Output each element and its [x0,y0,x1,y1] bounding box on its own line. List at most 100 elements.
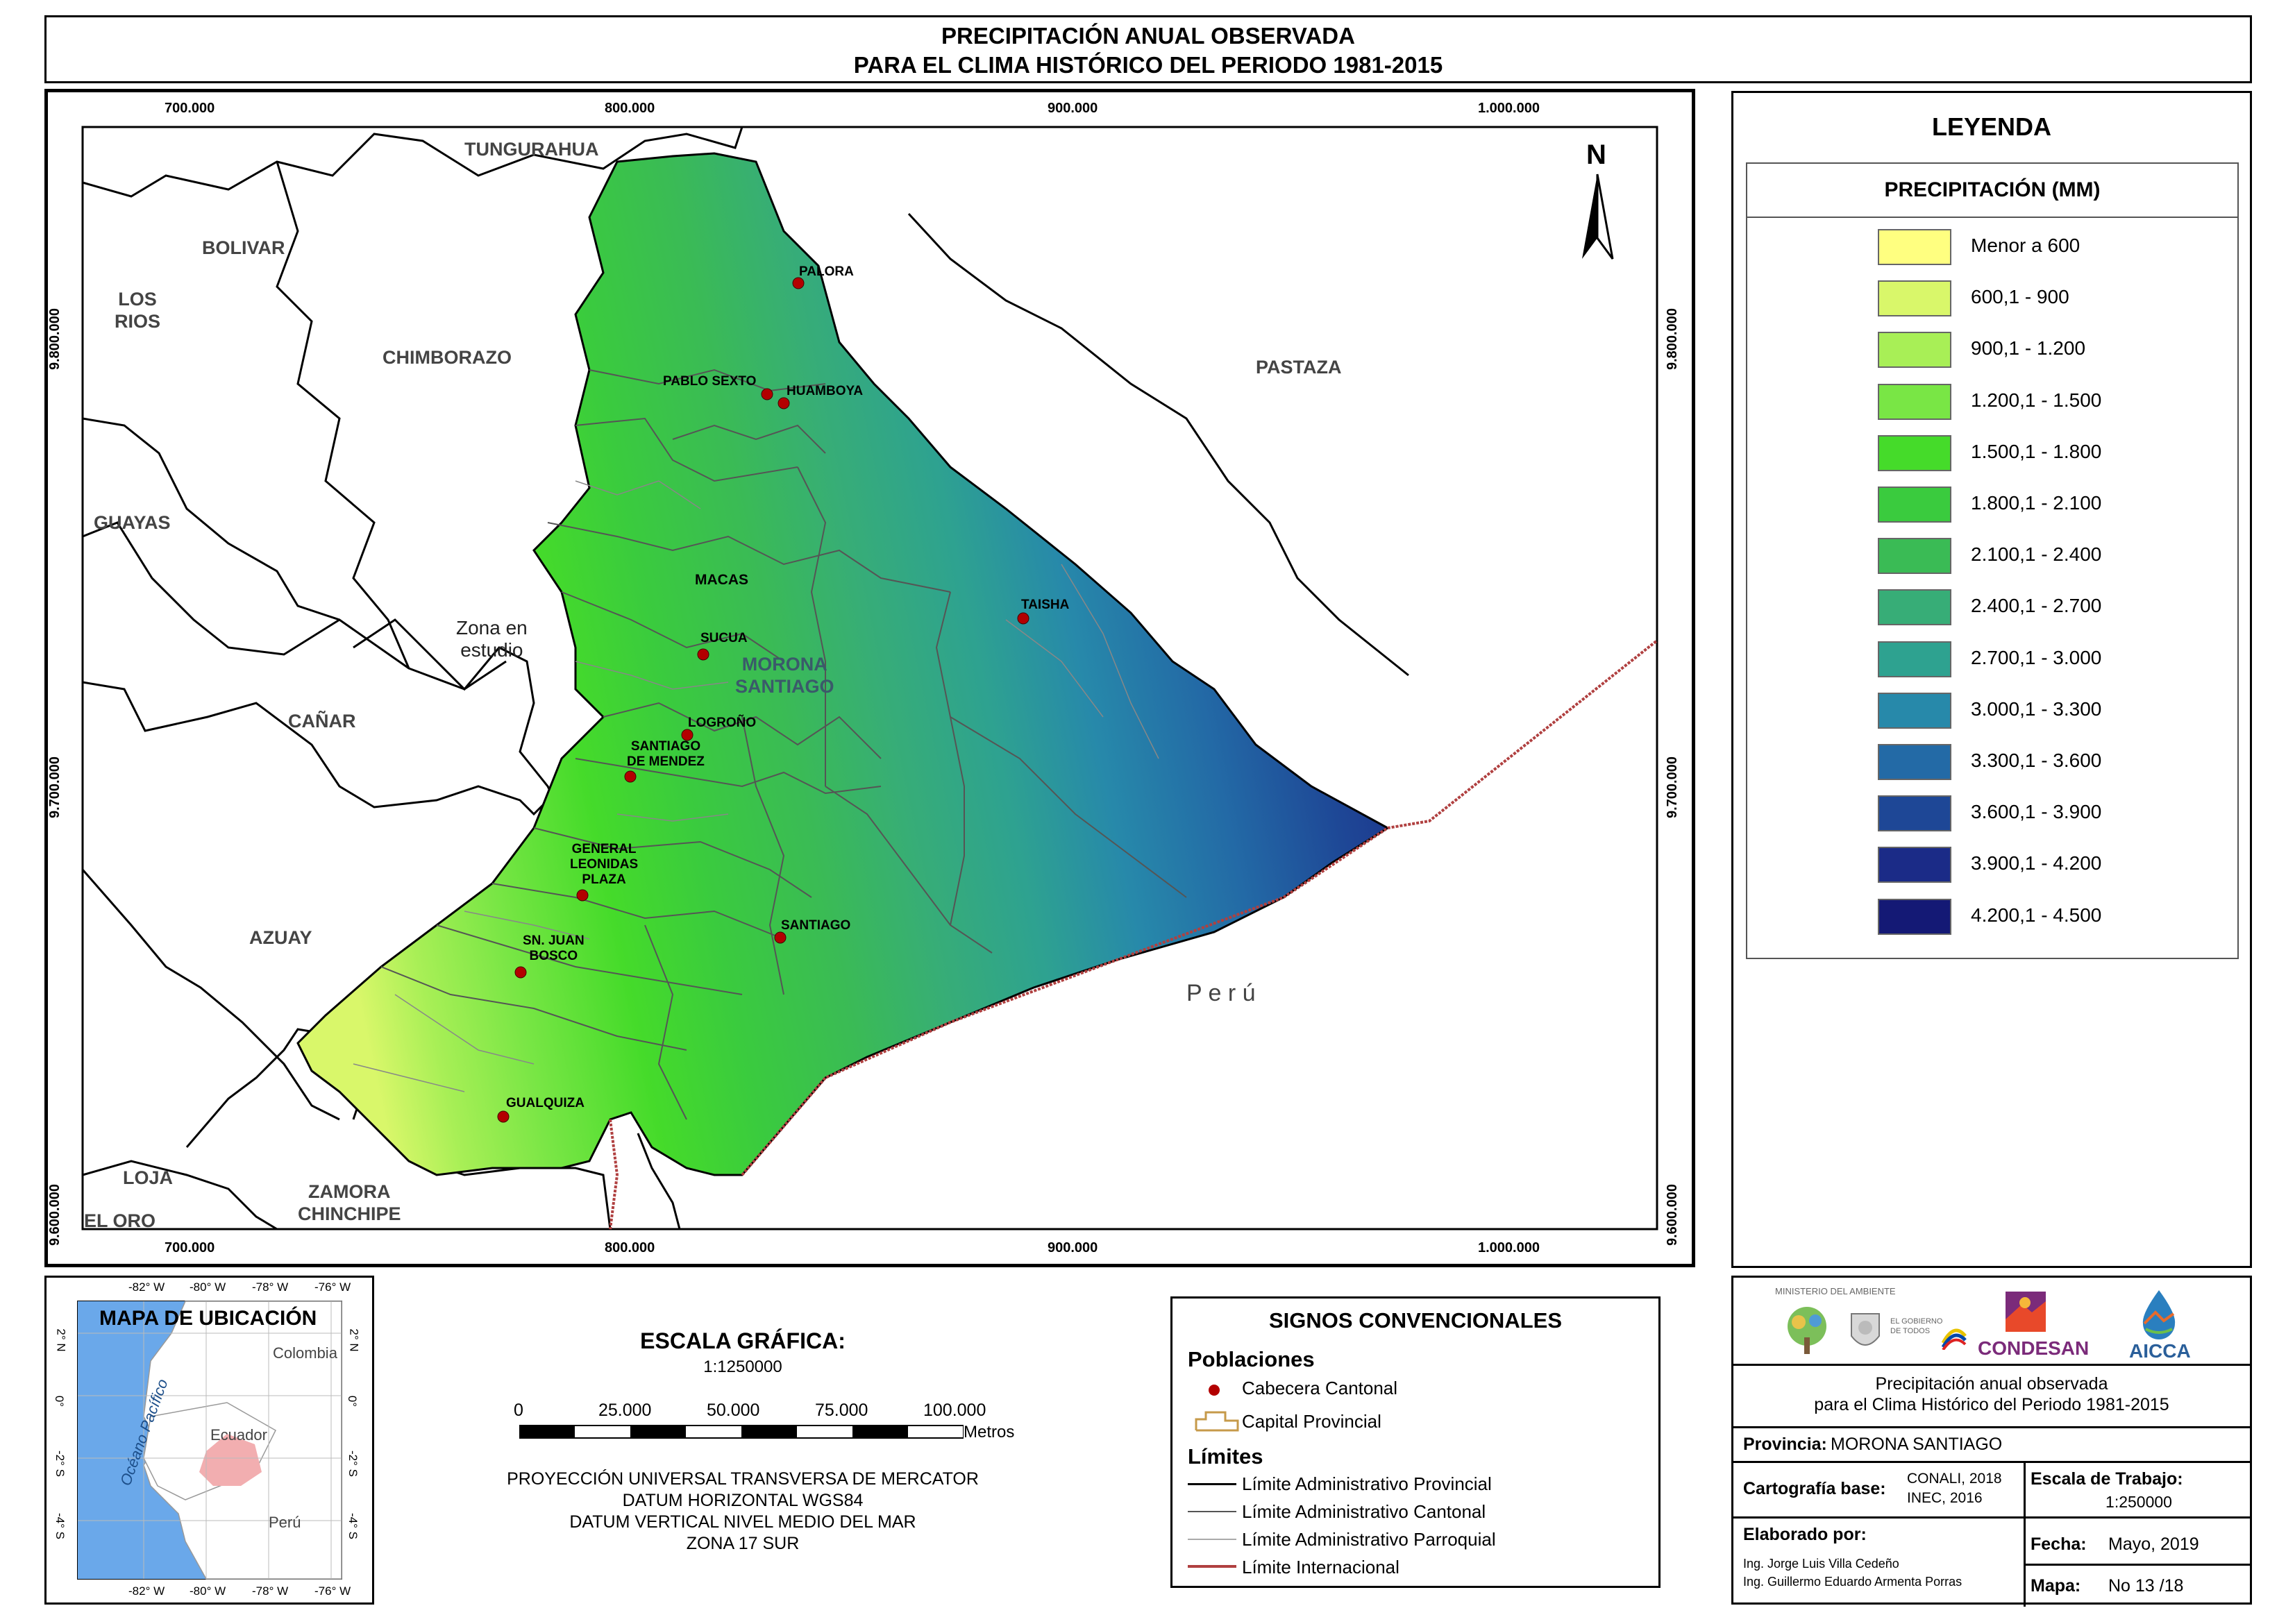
aicca-logo-icon [2142,1290,2176,1339]
legend-row: 600,1 - 900 [1747,273,2237,325]
legend-label: 1.500,1 - 1.800 [1971,440,2102,462]
legend-header: PRECIPITACIÓN (MM) [1747,164,2237,218]
legend-row: Menor a 600 [1747,222,2237,273]
town-dot [576,889,589,902]
provincia-value: MORONA SANTIAGO [1831,1435,2003,1454]
legend-swatch [1878,898,1951,935]
label-loja: LOJA [123,1167,174,1188]
label-pablo-sexto: PABLO SEXTO [663,374,757,389]
legend-panel: LEYENDA PRECIPITACIÓN (MM) Menor a 600 60… [1731,91,2252,1268]
legend-label: 2.400,1 - 2.700 [1971,595,2102,617]
map-canvas [81,126,1658,1230]
legend-swatch [1878,847,1951,883]
north-arrow-icon [1582,174,1614,260]
lat-tick-right: 0° [346,1395,360,1407]
lat-tick: -4° S [53,1513,67,1539]
legend-swatch [1878,383,1951,420]
x-tick-top: 700.000 [165,101,215,116]
main-map[interactable]: 700.000 800.000 900.000 1.000.000 700.00… [44,89,1695,1267]
divider [1733,1516,2250,1519]
legend-row: 3.000,1 - 3.300 [1747,686,2237,737]
autor: Ing. Guillermo Eduardo Armenta Porras [1743,1575,1962,1589]
lon-tick-bottom: -80° W [190,1584,226,1598]
legend-row: 3.900,1 - 4.200 [1747,840,2237,891]
label-pastaza: PASTAZA [1256,357,1342,378]
town-dot [761,388,773,400]
legend-label: 3.000,1 - 3.300 [1971,697,2102,720]
projection-line: ZONA 17 SUR [686,1534,800,1553]
legend-row: 4.200,1 - 4.500 [1747,892,2237,943]
scale-section: ESCALA GRÁFICA: 1:1250000 0 25.000 50.00… [486,1319,1014,1568]
escala-label: Escala de Trabajo: [2031,1469,2183,1489]
y-tick-right: 9.600.000 [1664,1184,1680,1246]
location-map[interactable]: MAPA DE UBICACIÓN -82° W -80° W -78° W -… [44,1276,374,1605]
study-area-highlight [199,1434,262,1486]
aicca-text: AICCA [2129,1340,2191,1362]
cartografia-value: INEC, 2016 [1907,1490,1983,1506]
mapa-label: Mapa: [2031,1576,2081,1596]
ministerio-text: MINISTERIO DEL AMBIENTE [1775,1286,1896,1296]
signos-cabecera: Cabecera Cantonal [1242,1378,1398,1398]
legend-swatch [1878,744,1951,780]
label-santiago-mendez: SANTIAGO DE MENDEZ [627,739,705,769]
lat-tick: -2° S [53,1450,67,1477]
label-guayas: GUAYAS [94,512,171,533]
y-tick-right: 9.800.000 [1664,308,1680,370]
cantonal-boundaries [380,369,1187,1120]
signos-internacional: Límite Internacional [1242,1557,1399,1578]
legend-swatch [1878,487,1951,523]
fecha-label: Fecha: [2031,1534,2087,1554]
signos-limites: Límites [1188,1444,1263,1469]
label-huamboya: HUAMBOYA [787,384,864,398]
label-macas: MACAS [695,572,748,588]
legend-swatch [1878,538,1951,575]
legend-row: 2.400,1 - 2.700 [1747,582,2237,634]
town-dot [777,397,790,409]
description-line: para el Clima Histórico del Periodo 1981… [1814,1395,2169,1414]
legend-row: 1.800,1 - 2.100 [1747,480,2237,531]
legend-label: 2.700,1 - 3.000 [1971,646,2102,668]
condesan-text: CONDESAN [1978,1337,2090,1359]
lon-tick-bottom: -82° W [128,1584,165,1598]
divider [1733,1426,2250,1428]
cartografia-value: CONALI, 2018 [1907,1471,2002,1487]
lon-tick-bottom: -78° W [252,1584,289,1598]
signos-capital: Capital Provincial [1242,1411,1381,1432]
label-taisha: TAISHA [1021,598,1070,612]
label-sn-juan-bosco: SN. JUAN BOSCO [523,933,585,963]
legend-table: PRECIPITACIÓN (MM) Menor a 600 600,1 - 90… [1746,162,2239,959]
label-santiago: SANTIAGO [781,918,851,933]
town-dot [624,770,637,783]
north-label: N [1586,139,1606,170]
legend-label: 2.100,1 - 2.400 [1971,543,2102,566]
condesan-logo-icon [2006,1292,2046,1332]
scale-bar [519,1425,964,1439]
ministerio-logo-icon [1788,1307,1826,1354]
mapa-value: No 13 /18 [2108,1576,2184,1596]
legend-label: Menor a 600 [1971,235,2080,256]
town-dot-icon [1209,1385,1220,1396]
map-title-line2: PARA EL CLIMA HISTÓRICO DEL PERIODO 1981… [853,52,1443,78]
legend-label: 1.800,1 - 2.100 [1971,492,2102,514]
legend-label: 3.300,1 - 3.600 [1971,750,2102,771]
provincia-label: Provincia: [1743,1435,1827,1454]
gobierno-text: EL GOBIERNO DE TODOS [1890,1317,1943,1335]
label-azuay: AZUAY [249,927,312,948]
town-dot [697,648,709,661]
label-tungurahua: TUNGURAHUA [464,139,599,160]
autor: Ing. Jorge Luis Villa Cedeño [1743,1557,1899,1571]
legend-swatch [1878,641,1951,677]
legend-row: 1.200,1 - 1.500 [1747,377,2237,428]
legend-label: 900,1 - 1.200 [1971,337,2086,360]
legend-row: 3.300,1 - 3.600 [1747,737,2237,788]
legend-swatch [1878,434,1951,471]
map-title-line1: PRECIPITACIÓN ANUAL OBSERVADA [941,23,1355,49]
y-tick-right: 9.700.000 [1664,756,1680,818]
x-tick-bottom: 1.000.000 [1478,1240,1540,1255]
town-dot [681,729,693,741]
lat-tick-right: -2° S [346,1450,360,1477]
label-los-rios: LOS RIOS [115,289,161,332]
map-description: Precipitación anual observada para el Cl… [1733,1373,2250,1415]
legend-label: 1.200,1 - 1.500 [1971,389,2102,411]
parish-line-icon [1188,1539,1236,1540]
